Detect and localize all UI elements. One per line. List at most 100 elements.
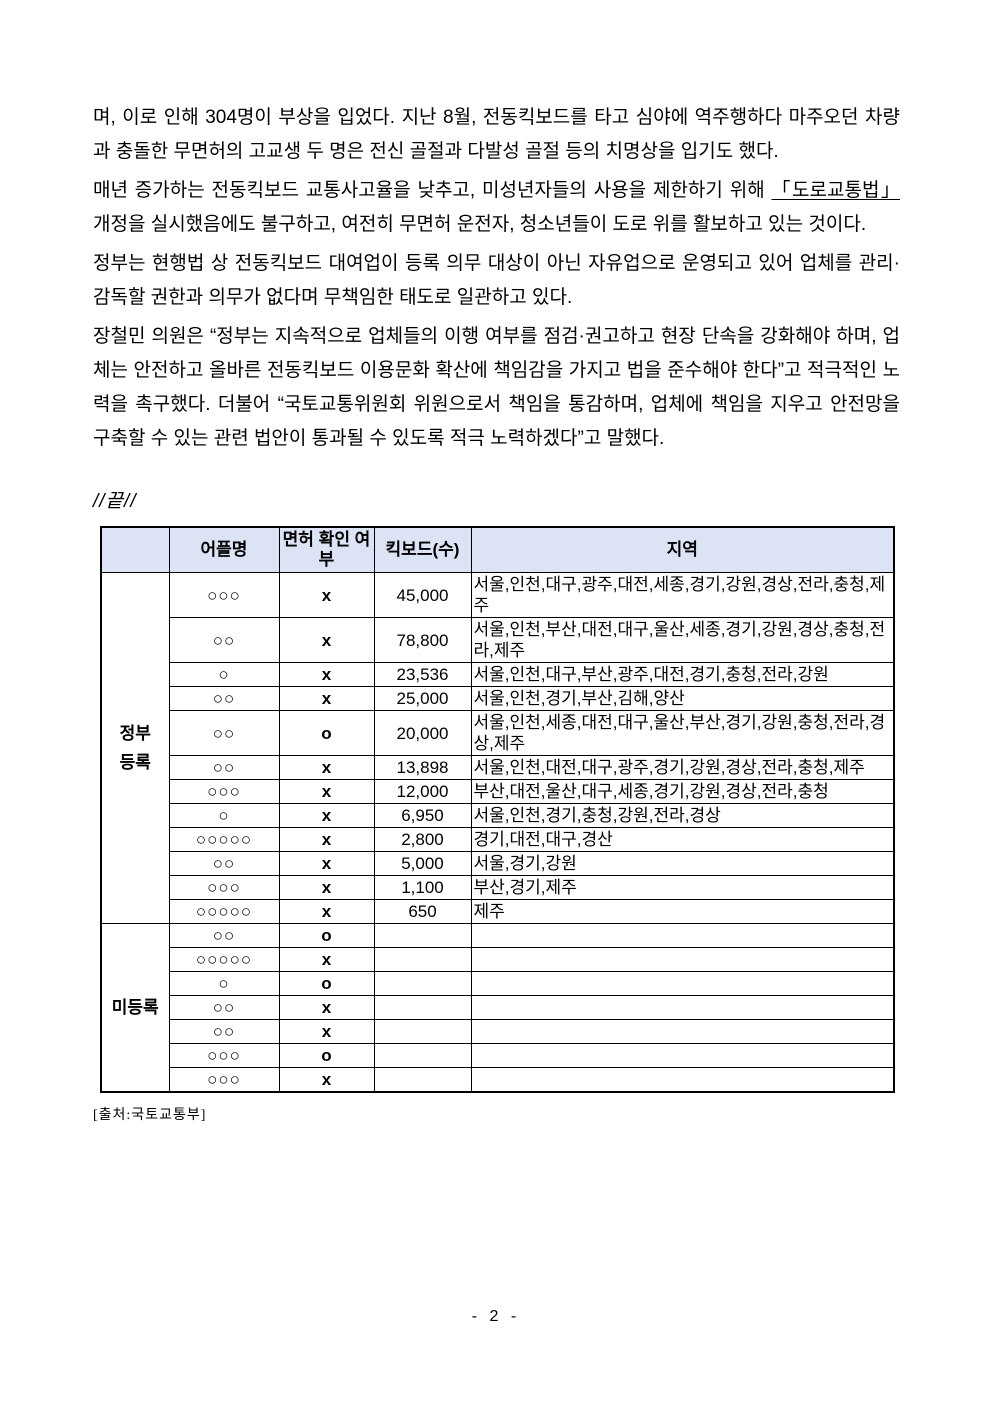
license-cell: x [278,827,375,852]
kickboard-registration-table: 어플명 면허 확인 여부 킥보드(수) 지역 정부 등록 ○○○ x 45,000 서울,… [100,526,895,1093]
app-name-cell: ○○○ [168,875,280,900]
table-row-registered: 정부 등록 ○○○ x 45,000 서울,인천,대구,광주,대전,세종,경기,강원,경상… [100,572,895,924]
page-number: - 2 - [471,1308,521,1325]
app-name-cell: ○○○○○ [168,947,280,972]
region-cell [470,947,895,972]
count-cell [373,1067,472,1093]
table-row-unregistered: ○○○ o [101,1043,895,1068]
region-cell [470,923,895,948]
paragraph-government-stance: 정부는 현행법 상 전동킥보드 대여업이 등록 의무 대상이 아닌 자유업으로 … [93,247,900,315]
table-row-unregistered: ○ o [101,971,895,996]
table-row-registered: ○○ o 20,000 서울,인천,세종,대전,대구,울산,부산,경기,강원,충청,전… [101,710,895,756]
license-cell: o [278,1043,375,1068]
header-kickboard-count: 킥보드(수) [373,526,472,573]
license-cell: x [278,851,375,876]
count-cell: 78,800 [373,617,472,663]
count-cell [373,1043,472,1068]
region-cell: 서울,경기,강원 [470,851,895,876]
header-license-check: 면허 확인 여부 [278,526,375,573]
region-cell: 서울,인천,대구,광주,대전,세종,경기,강원,경상,전라,충청,제주 [470,572,895,618]
app-name-cell: ○○ [168,617,280,663]
count-cell: 20,000 [373,710,472,756]
license-cell: x [278,947,375,972]
table-row-unregistered: ○○ x [101,995,895,1020]
region-cell [470,971,895,996]
group-label-registered: 정부 등록 [100,572,170,924]
table-row-registered: ○○ x 25,000 서울,인천,경기,부산,김해,양산 [101,686,895,711]
table-row-registered: ○○○○○ x 2,800 경기,대전,대구,경산 [101,827,895,852]
count-cell: 12,000 [373,779,472,804]
count-cell [373,947,472,972]
region-cell: 제주 [470,899,895,924]
table-row-unregistered: ○○○ x [101,1067,895,1093]
table-row-registered: ○○ x 13,898 서울,인천,대전,대구,광주,경기,강원,경상,전라,충청,제… [101,755,895,780]
region-cell [470,1067,895,1093]
group-label-line: 등록 [119,752,151,772]
app-name-cell: ○○ [168,851,280,876]
paragraph-law-amendment: 매년 증가하는 전동킥보드 교통사고율을 낮추고, 미성년자들의 사용을 제한하… [93,174,900,242]
header-group-blank [100,526,170,573]
region-cell: 서울,인천,세종,대전,대구,울산,부산,경기,강원,충청,전라,경상,제주 [470,710,895,756]
road-traffic-act-reference: 「도로교통법」 [771,180,901,201]
license-cell: x [278,779,375,804]
header-region: 지역 [470,526,895,573]
paragraph-injury-stats: 며, 이로 인해 304명이 부상을 입었다. 지난 8월, 전동킥보드를 타고… [93,101,900,169]
count-cell: 2,800 [373,827,472,852]
region-cell: 서울,인천,경기,충청,강원,전라,경상 [470,803,895,828]
document-end-marker: //끝// [93,491,137,512]
count-cell [373,923,472,948]
app-name-cell: ○○○ [168,1043,280,1068]
group-label-line: 미등록 [111,997,159,1017]
registration-table-wrapper: 어플명 면허 확인 여부 킥보드(수) 지역 정부 등록 ○○○ x 45,000 서울,… [100,526,900,1093]
app-name-cell: ○○ [168,755,280,780]
app-name-cell: ○○○ [168,572,280,618]
license-cell: x [278,662,375,687]
paragraph-text: 며, 이로 인해 304명이 부상을 입었다. 지난 8월, 전동킥보드를 타고… [93,107,900,162]
group-label-unregistered: 미등록 [100,923,170,1093]
table-row-unregistered: 미등록 ○○ o [100,923,895,1093]
license-cell: o [278,710,375,756]
app-name-cell: ○○ [168,923,280,948]
license-cell: x [278,686,375,711]
header-app-name: 어플명 [168,526,280,573]
app-name-cell: ○○○○○ [168,827,280,852]
table-row-registered: ○ x 6,950 서울,인천,경기,충청,강원,전라,경상 [101,803,895,828]
license-cell: x [278,572,375,618]
table-header-row: 어플명 면허 확인 여부 킥보드(수) 지역 [100,526,895,573]
count-cell: 1,100 [373,875,472,900]
license-cell: x [278,1019,375,1044]
table-row-registered: ○○ x 5,000 서울,경기,강원 [101,851,895,876]
paragraph-text: 정부는 현행법 상 전동킥보드 대여업이 등록 의무 대상이 아닌 자유업으로 … [93,253,900,308]
table-row-registered: ○○ x 78,800 서울,인천,부산,대전,대구,울산,세종,경기,강원,경상,충… [101,617,895,663]
registration-table-body: 정부 등록 ○○○ x 45,000 서울,인천,대구,광주,대전,세종,경기,강원,경상… [100,572,895,1093]
table-row-registered: ○ x 23,536 서울,인천,대구,부산,광주,대전,경기,충청,전라,강원 [101,662,895,687]
paragraph-text-after-law: 개정을 실시했음에도 불구하고, 여전히 무면허 운전자, 청소년들이 도로 위… [93,214,867,235]
app-name-cell: ○ [168,803,280,828]
count-cell: 5,000 [373,851,472,876]
region-cell: 부산,대전,울산,대구,세종,경기,강원,경상,전라,충청 [470,779,895,804]
license-cell: x [278,803,375,828]
license-cell: x [278,617,375,663]
count-cell: 6,950 [373,803,472,828]
count-cell: 45,000 [373,572,472,618]
license-cell: o [278,923,375,948]
license-cell: x [278,755,375,780]
count-cell [373,971,472,996]
region-cell: 서울,인천,대전,대구,광주,경기,강원,경상,전라,충청,제주 [470,755,895,780]
app-name-cell: ○○○ [168,1067,280,1093]
app-name-cell: ○○ [168,686,280,711]
app-name-cell: ○○○○○ [168,899,280,924]
count-cell [373,995,472,1020]
region-cell [470,995,895,1020]
paragraph-lawmaker-quote: 장철민 의원은 “정부는 지속적으로 업체들의 이행 여부를 점검·권고하고 현… [93,320,900,456]
paragraph-text-before-law: 매년 증가하는 전동킥보드 교통사고율을 낮추고, 미성년자들의 사용을 제한하… [93,180,772,201]
app-name-cell: ○○ [168,1019,280,1044]
region-cell: 서울,인천,경기,부산,김해,양산 [470,686,895,711]
app-name-cell: ○○ [168,995,280,1020]
license-cell: x [278,995,375,1020]
table-row-registered: ○○○ x 12,000 부산,대전,울산,대구,세종,경기,강원,경상,전라,충청 [101,779,895,804]
count-cell: 25,000 [373,686,472,711]
app-name-cell: ○ [168,971,280,996]
count-cell: 13,898 [373,755,472,780]
license-cell: o [278,971,375,996]
